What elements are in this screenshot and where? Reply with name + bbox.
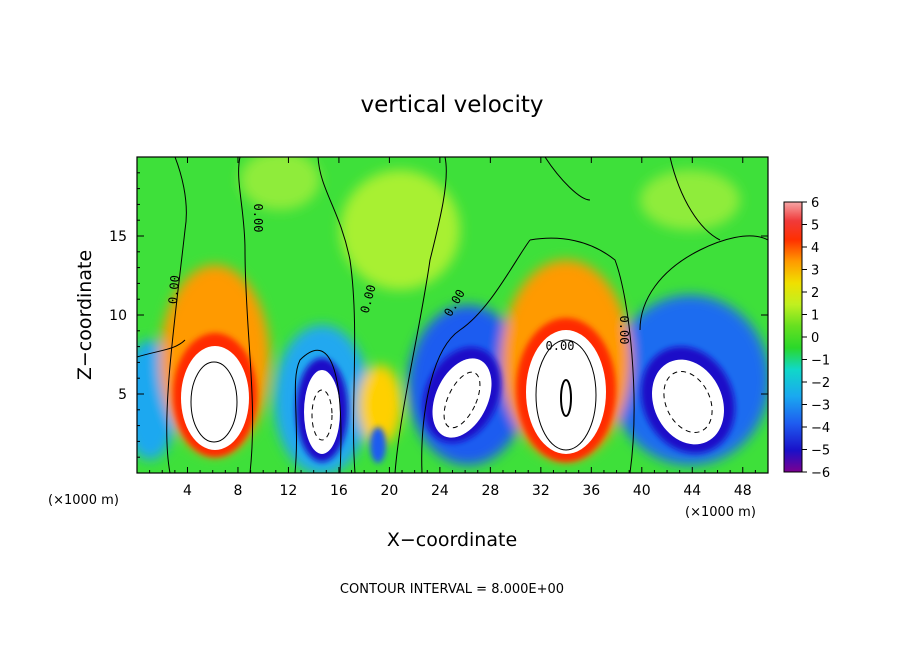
colorbar-tick-label: 6 <box>811 196 819 211</box>
zero-contour <box>166 157 187 473</box>
zero-contour <box>294 349 342 473</box>
updraft-halo <box>358 365 402 445</box>
x-unit-note-right: (×1000 m) <box>685 505 756 520</box>
colorbar-tick-label: 3 <box>811 264 819 279</box>
saturated-updraft <box>526 330 606 454</box>
contour-label: 0.00 <box>617 316 631 345</box>
x-tick-label: 20 <box>380 483 398 499</box>
y-tick-label: 5 <box>118 387 127 403</box>
zero-contour <box>544 157 591 201</box>
x-tick-label: 8 <box>233 483 242 499</box>
colorbar: 6 5 4 3 2 1 0 −1 −2 −3 −4 −5 −6 <box>783 196 830 481</box>
plot-area: 0.00 0.00 0.00 0.00 0.00 0.00 4 8 12 16 20 24… <box>109 156 769 499</box>
colorbar-tick-label: 2 <box>811 286 819 301</box>
colorbar-tick-label: −6 <box>811 466 830 481</box>
y-axis-label: Z−coordinate <box>74 250 96 380</box>
colorbar-tick-label: −2 <box>811 376 830 391</box>
zero-contour <box>639 235 768 331</box>
saturated-updraft <box>181 346 249 450</box>
x-unit-note-left: (×1000 m) <box>48 493 119 508</box>
contour-label: 0.00 <box>546 339 575 353</box>
x-tick-label: 44 <box>683 483 701 499</box>
zero-contour <box>238 157 254 473</box>
colorbar-tick-label: 5 <box>811 219 819 234</box>
contour-line <box>535 339 597 451</box>
x-tick-label: 16 <box>330 483 348 499</box>
zero-contour <box>394 157 447 473</box>
colorbar-tick-label: 4 <box>811 241 819 256</box>
y-tick-label: 10 <box>109 308 127 324</box>
colorbar-tick-label: −1 <box>811 354 830 369</box>
y-tick-label: 15 <box>109 229 127 245</box>
x-axis-ticks: 4 8 12 16 20 24 28 32 36 40 44 48 <box>149 157 756 499</box>
contour-label: 0.00 <box>251 204 265 233</box>
contour-line <box>560 379 572 417</box>
downdraft-core <box>370 427 386 463</box>
light-green-patch <box>340 170 460 290</box>
x-tick-label: 28 <box>481 483 499 499</box>
contour-line-dashed <box>311 389 333 441</box>
colorbar-tick-label: 0 <box>811 331 819 346</box>
zero-contour <box>529 237 635 473</box>
contour-label: 0.00 <box>166 275 182 305</box>
colorbar-tick-label: −4 <box>811 421 830 436</box>
saturated-downdraft <box>652 359 724 445</box>
colorbar-ticks: 6 5 4 3 2 1 0 −1 −2 −3 −4 −5 −6 <box>802 196 830 481</box>
saturated-downdraft <box>304 370 340 454</box>
zero-contour <box>137 339 186 358</box>
x-tick-label: 32 <box>532 483 550 499</box>
zero-contour <box>421 239 531 473</box>
saturated-updraft <box>432 358 492 438</box>
x-tick-label: 12 <box>280 483 298 499</box>
light-green-patch <box>640 170 740 230</box>
colorbar-tick-label: 1 <box>811 309 819 324</box>
contour-line-dashed <box>663 371 713 433</box>
x-tick-label: 4 <box>183 483 192 499</box>
y-axis-ticks: 5 10 15 <box>109 172 768 458</box>
x-tick-label: 40 <box>633 483 651 499</box>
contour-interval-note: CONTOUR INTERVAL = 8.000E+00 <box>340 582 564 597</box>
contour-line-dashed <box>443 371 481 429</box>
contour-line <box>190 361 238 443</box>
x-tick-label: 36 <box>582 483 600 499</box>
zero-contour <box>317 157 356 473</box>
colorbar-tick-label: −3 <box>811 399 830 414</box>
colorbar-scale <box>783 201 803 473</box>
x-axis-label: X−coordinate <box>387 529 517 551</box>
light-green-patch <box>240 157 320 210</box>
x-tick-label: 24 <box>431 483 449 499</box>
zero-contour <box>669 157 721 241</box>
x-tick-label: 48 <box>734 483 752 499</box>
colorbar-tick-label: −5 <box>811 444 830 459</box>
chart-title: vertical velocity <box>361 92 544 118</box>
